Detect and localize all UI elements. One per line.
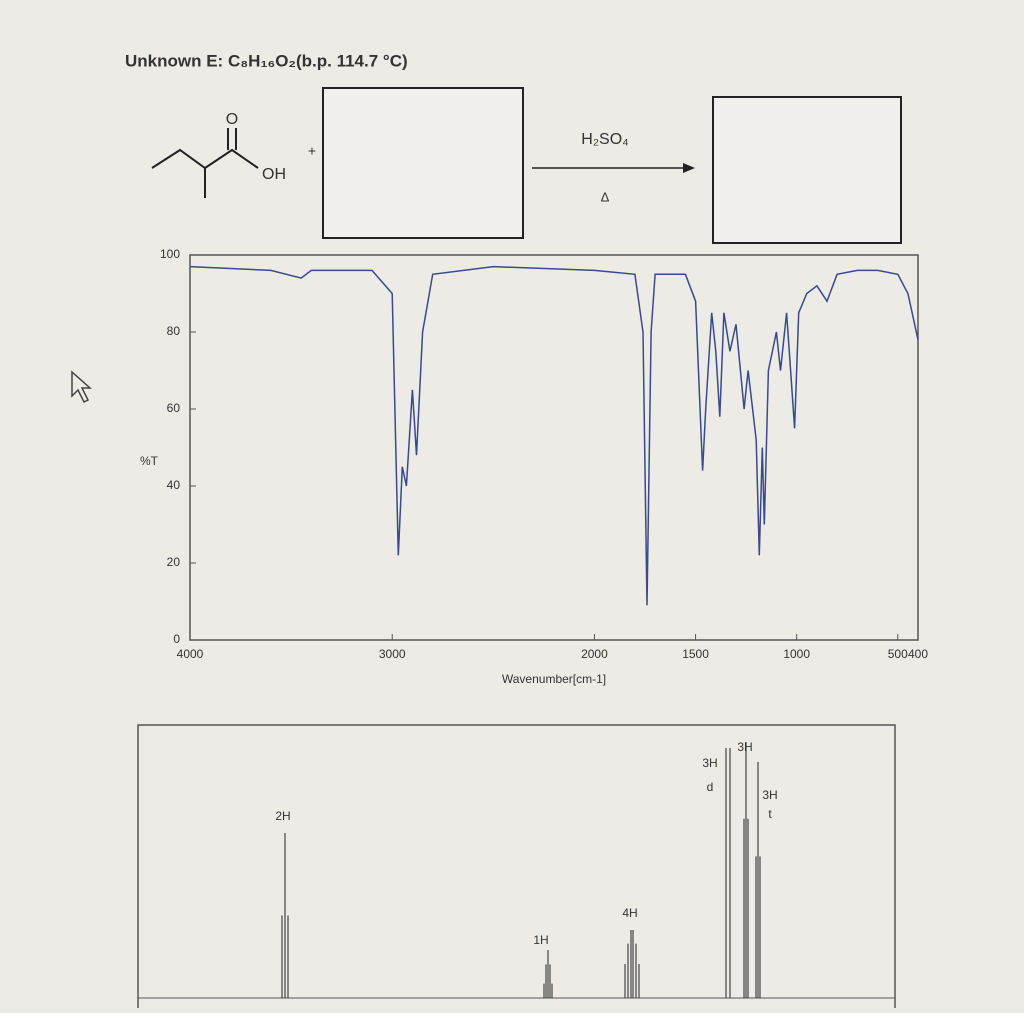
peak-label: 3H <box>737 740 752 754</box>
peak-label: 3H <box>762 788 777 802</box>
x-tick-label: 1500 <box>682 647 709 661</box>
ir-curve <box>189 265 919 606</box>
y-tick-label: 20 <box>167 555 181 569</box>
ir-frame <box>189 254 919 641</box>
y-tick-label: 100 <box>160 247 180 261</box>
y-tick-label: 80 <box>167 324 181 338</box>
structure <box>151 128 259 198</box>
cursor <box>71 370 92 404</box>
reagent: H₂SO₄ <box>581 131 628 148</box>
nmr-frame <box>137 724 896 1013</box>
peak-label: 2H <box>275 809 290 823</box>
answer-box[interactable] <box>322 87 524 239</box>
y-tick-label: 60 <box>167 401 181 415</box>
peak-label: 1H <box>533 933 548 947</box>
title: Unknown E: C₈H₁₆O₂(b.p. 114.7 °C) <box>125 51 408 70</box>
x-tick-label: 3000 <box>379 647 406 661</box>
atom-label: OH <box>262 166 286 183</box>
x-tick-label: 1000 <box>783 647 810 661</box>
arrowhead <box>683 163 695 173</box>
peak-multiplicity: d <box>707 780 714 794</box>
x-tick-label: 400 <box>908 647 928 661</box>
y-tick-label: 0 <box>173 632 180 646</box>
x-tick-label: 2000 <box>581 647 608 661</box>
x-tick-label: 4000 <box>177 647 204 661</box>
plus: + <box>308 143 316 159</box>
peak-label: 3H <box>702 756 717 770</box>
y-axis-label: %T <box>140 454 159 468</box>
x-tick-label: 500 <box>888 647 908 661</box>
peak-label: 4H <box>622 906 637 920</box>
answer-box[interactable] <box>712 96 902 244</box>
condition: Δ <box>601 189 610 204</box>
x-axis-label: Wavenumber[cm-1] <box>502 672 606 686</box>
atom-label: O <box>226 111 238 128</box>
peak-multiplicity: t <box>768 807 772 821</box>
y-tick-label: 40 <box>167 478 181 492</box>
